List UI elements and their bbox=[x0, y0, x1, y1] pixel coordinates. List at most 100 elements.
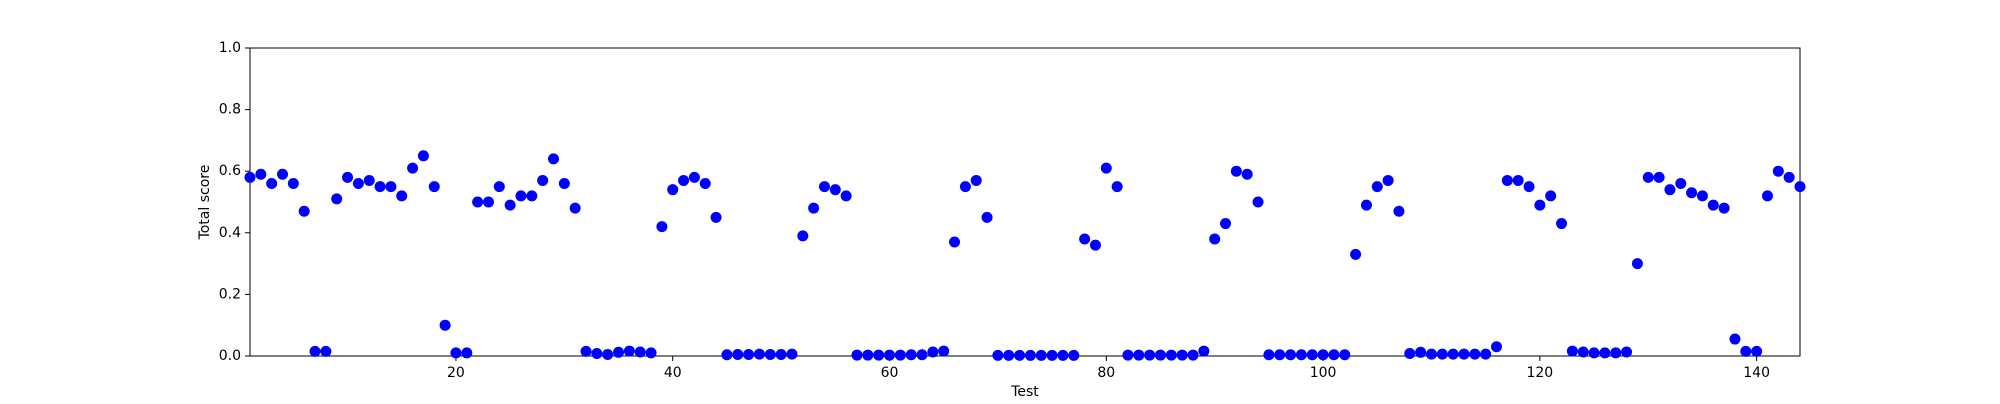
point bbox=[1696, 190, 1708, 202]
point bbox=[1729, 333, 1741, 345]
point bbox=[818, 181, 830, 193]
point bbox=[450, 347, 462, 359]
point bbox=[547, 153, 559, 165]
point bbox=[808, 202, 820, 214]
y-tick-label: 1.0 bbox=[219, 40, 241, 56]
x-axis-label: Test bbox=[1010, 384, 1039, 400]
x-tick-label: 20 bbox=[447, 365, 465, 381]
point bbox=[1371, 181, 1383, 193]
point bbox=[1274, 349, 1286, 361]
y-tick-label: 0.4 bbox=[219, 225, 241, 241]
point bbox=[580, 345, 592, 357]
point bbox=[504, 199, 516, 211]
point bbox=[428, 181, 440, 193]
point bbox=[981, 211, 993, 223]
point bbox=[287, 178, 299, 190]
point bbox=[829, 184, 841, 196]
point bbox=[385, 181, 397, 193]
point bbox=[786, 348, 798, 360]
point bbox=[1198, 345, 1210, 357]
y-tick-label: 0.6 bbox=[219, 163, 241, 179]
point bbox=[721, 349, 733, 361]
point bbox=[461, 347, 473, 359]
point bbox=[526, 190, 538, 202]
point bbox=[862, 349, 874, 361]
point bbox=[1144, 349, 1156, 361]
point bbox=[1761, 190, 1773, 202]
point bbox=[1220, 218, 1232, 230]
point bbox=[1425, 348, 1437, 360]
point bbox=[1415, 346, 1427, 358]
point bbox=[1230, 165, 1242, 177]
point bbox=[407, 162, 419, 174]
point bbox=[1458, 348, 1470, 360]
point bbox=[1306, 349, 1318, 361]
point bbox=[1328, 349, 1340, 361]
point bbox=[894, 349, 906, 361]
point bbox=[1718, 202, 1730, 214]
point bbox=[1740, 345, 1752, 357]
point bbox=[1566, 345, 1578, 357]
point bbox=[1057, 349, 1069, 361]
point bbox=[1523, 181, 1535, 193]
point bbox=[1480, 348, 1492, 360]
point bbox=[1382, 174, 1394, 186]
x-tick-label: 120 bbox=[1526, 365, 1553, 381]
point bbox=[320, 345, 332, 357]
point bbox=[840, 190, 852, 202]
point bbox=[970, 174, 982, 186]
point bbox=[667, 184, 679, 196]
point bbox=[916, 349, 928, 361]
point bbox=[927, 346, 939, 358]
point bbox=[1285, 349, 1297, 361]
point bbox=[1003, 349, 1015, 361]
point bbox=[645, 347, 657, 359]
point bbox=[417, 150, 429, 162]
point bbox=[905, 349, 917, 361]
point bbox=[493, 181, 505, 193]
point bbox=[1772, 165, 1784, 177]
point bbox=[342, 171, 354, 183]
point bbox=[949, 236, 961, 248]
point bbox=[298, 205, 310, 217]
point bbox=[255, 168, 267, 180]
point bbox=[775, 348, 787, 360]
point bbox=[1100, 162, 1112, 174]
point bbox=[482, 196, 494, 208]
point bbox=[1295, 349, 1307, 361]
point bbox=[884, 349, 896, 361]
point bbox=[1014, 349, 1026, 361]
y-tick-label: 0.8 bbox=[219, 102, 241, 118]
point bbox=[753, 348, 765, 360]
point bbox=[515, 190, 527, 202]
point bbox=[1794, 181, 1806, 193]
point bbox=[1447, 348, 1459, 360]
point bbox=[1209, 233, 1221, 245]
point bbox=[602, 348, 614, 360]
point bbox=[1133, 349, 1145, 361]
point bbox=[472, 196, 484, 208]
x-tick-label: 140 bbox=[1743, 365, 1770, 381]
point bbox=[797, 230, 809, 242]
point bbox=[277, 168, 289, 180]
point bbox=[558, 178, 570, 190]
x-tick-label: 60 bbox=[881, 365, 899, 381]
point bbox=[1534, 199, 1546, 211]
point bbox=[537, 174, 549, 186]
point bbox=[1176, 349, 1188, 361]
point bbox=[352, 178, 364, 190]
x-tick-label: 40 bbox=[664, 365, 682, 381]
point bbox=[634, 346, 646, 358]
point bbox=[1317, 349, 1329, 361]
point bbox=[678, 174, 690, 186]
point bbox=[569, 202, 581, 214]
point bbox=[1350, 248, 1362, 260]
point bbox=[1404, 348, 1416, 360]
point bbox=[1165, 349, 1177, 361]
point bbox=[1610, 347, 1622, 359]
point bbox=[1621, 346, 1633, 358]
point bbox=[1111, 181, 1123, 193]
y-axis-label: Total score bbox=[197, 165, 213, 241]
point bbox=[743, 348, 755, 360]
point bbox=[1686, 187, 1698, 199]
